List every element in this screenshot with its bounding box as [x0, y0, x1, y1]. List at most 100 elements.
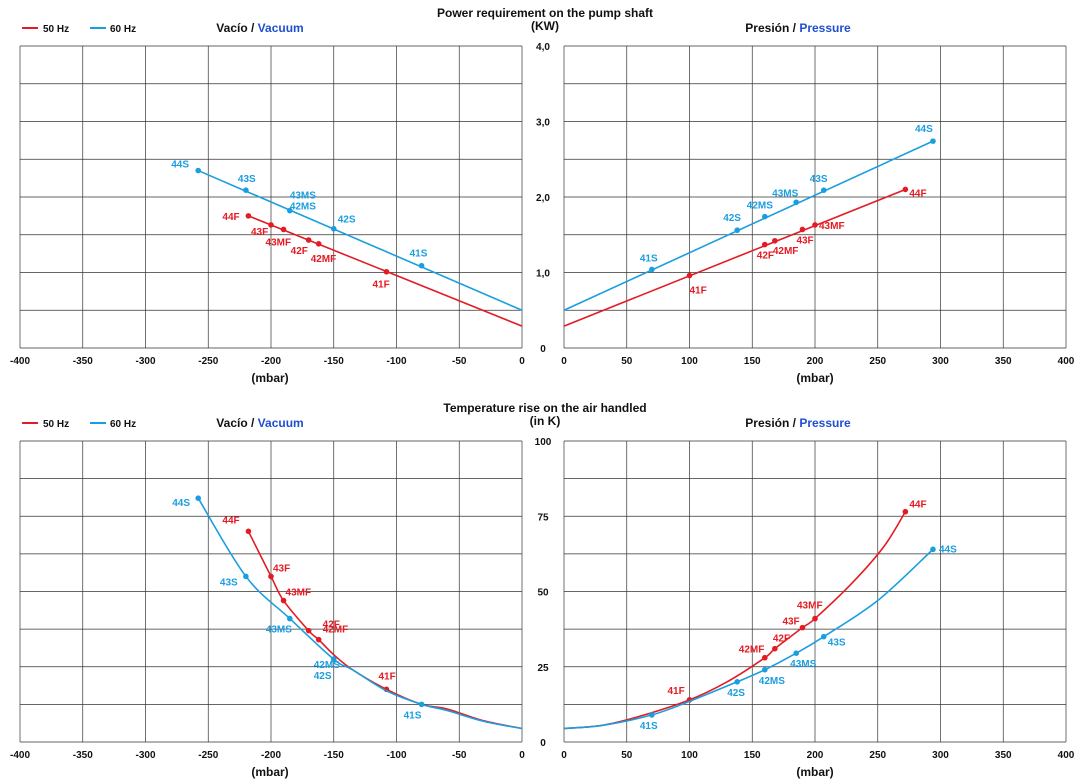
series-line	[563, 511, 907, 730]
point-label: 42MS	[759, 676, 785, 687]
x-tick-pressure: 200	[807, 356, 824, 367]
x-tick-pressure: 300	[932, 750, 949, 761]
series-line	[563, 548, 934, 730]
point-label: 42F	[291, 246, 308, 257]
data-point	[734, 227, 740, 234]
x-tick-vacuum: -100	[386, 356, 406, 367]
point-label: 43F	[251, 227, 268, 238]
y-tick: 0	[540, 738, 546, 749]
data-point	[315, 241, 322, 247]
x-tick-vacuum: -150	[324, 750, 344, 761]
data-point	[762, 666, 768, 673]
grid	[19, 45, 1067, 349]
panel-title-sep: /	[248, 21, 258, 35]
point-label: 43MF	[819, 221, 845, 232]
data-point	[762, 213, 768, 220]
legend-50hz: 50 Hz	[43, 24, 69, 35]
x-tick-vacuum: -400	[10, 356, 30, 367]
y-tick: 75	[537, 512, 549, 523]
point-label: 44S	[915, 124, 933, 135]
data-point	[812, 222, 818, 228]
point-label: 44F	[909, 188, 926, 199]
series-line	[197, 169, 523, 311]
y-tick: 2,0	[536, 193, 550, 204]
point-label: 43F	[782, 617, 799, 628]
x-axis-label-pressure: (mbar)	[796, 371, 833, 385]
x-tick-pressure: 50	[621, 356, 633, 367]
y-tick: 25	[537, 663, 549, 674]
data-point	[649, 266, 655, 273]
panel-title-vacio: Vacío	[216, 416, 247, 430]
x-tick-vacuum: -50	[452, 750, 467, 761]
panel-title-vacuum: Vacío / Vacuum	[216, 416, 303, 430]
point-label: 42F	[773, 634, 790, 645]
y-tick: 3,0	[536, 118, 550, 129]
panel-title-vacuum-en: Vacuum	[258, 416, 304, 430]
data-point	[305, 627, 312, 634]
x-axis-label-pressure: (mbar)	[796, 765, 833, 779]
data-point	[268, 222, 274, 228]
x-tick-pressure: 400	[1058, 356, 1075, 367]
data-point	[280, 226, 287, 233]
x-tick-pressure: 400	[1058, 750, 1075, 761]
legend-60hz: 60 Hz	[110, 419, 136, 430]
x-tick-vacuum: -150	[324, 356, 344, 367]
point-label: 41F	[372, 280, 389, 291]
panel-title-pressure-en: Pressure	[799, 21, 851, 35]
x-tick-vacuum: -400	[10, 750, 30, 761]
x-tick-vacuum: -350	[73, 356, 93, 367]
y-tick: 50	[537, 588, 549, 599]
data-point	[245, 213, 252, 219]
data-point	[799, 226, 806, 233]
point-label: 43MS	[290, 191, 316, 202]
point-label: 42MF	[739, 645, 765, 656]
data-point	[280, 597, 287, 604]
point-label: 44S	[939, 544, 957, 555]
point-label: 42MF	[773, 246, 799, 257]
chart-title: Temperature rise on the air handled	[443, 401, 646, 415]
data-point	[902, 508, 909, 515]
point-label: 41F	[668, 686, 685, 697]
point-label: 42S	[727, 688, 745, 699]
chart-power: -400 -350 -300 -250 -200 -150 -100 -50 0 0 50 100 15…	[10, 6, 1075, 385]
data-point	[793, 199, 799, 206]
y-tick: 0	[540, 344, 546, 355]
point-label: 43MF	[266, 237, 292, 248]
data-point	[686, 272, 693, 279]
y-tick: 100	[535, 437, 552, 448]
data-point	[418, 701, 425, 708]
data-point	[902, 186, 909, 193]
data-point	[772, 237, 778, 244]
series-line	[197, 497, 523, 730]
point-label: 43MF	[286, 588, 312, 599]
x-tick-pressure: 200	[807, 750, 824, 761]
point-label: 42S	[338, 215, 356, 226]
x-tick-pressure: 350	[995, 356, 1012, 367]
data-point	[268, 573, 274, 580]
x-tick-pressure: 300	[932, 356, 949, 367]
point-label: 41F	[690, 286, 707, 297]
data-point	[305, 237, 312, 243]
panel-title-sep: /	[789, 21, 799, 35]
point-label: 43MS	[790, 659, 816, 670]
data-point	[330, 225, 337, 232]
panel-title-sep: /	[248, 416, 258, 430]
data-point	[418, 262, 425, 269]
point-label: 42F	[323, 620, 340, 631]
point-label: 43S	[810, 174, 828, 185]
data-point	[383, 268, 390, 275]
x-tick-vacuum: -250	[198, 750, 218, 761]
point-label: 41S	[404, 710, 422, 721]
panel-title-pressure: Presión / Pressure	[745, 416, 851, 430]
panel-title-pressure-en: Pressure	[799, 416, 851, 430]
x-tick-vacuum: -50	[452, 356, 467, 367]
x-axis-label-vacuum: (mbar)	[251, 765, 288, 779]
x-tick-vacuum: -300	[135, 356, 155, 367]
x-tick-pressure: 100	[681, 356, 698, 367]
chart-title: Power requirement on the pump shaft	[437, 6, 653, 20]
data-point	[734, 679, 740, 685]
data-point	[793, 650, 799, 657]
x-tick-vacuum: -300	[135, 750, 155, 761]
